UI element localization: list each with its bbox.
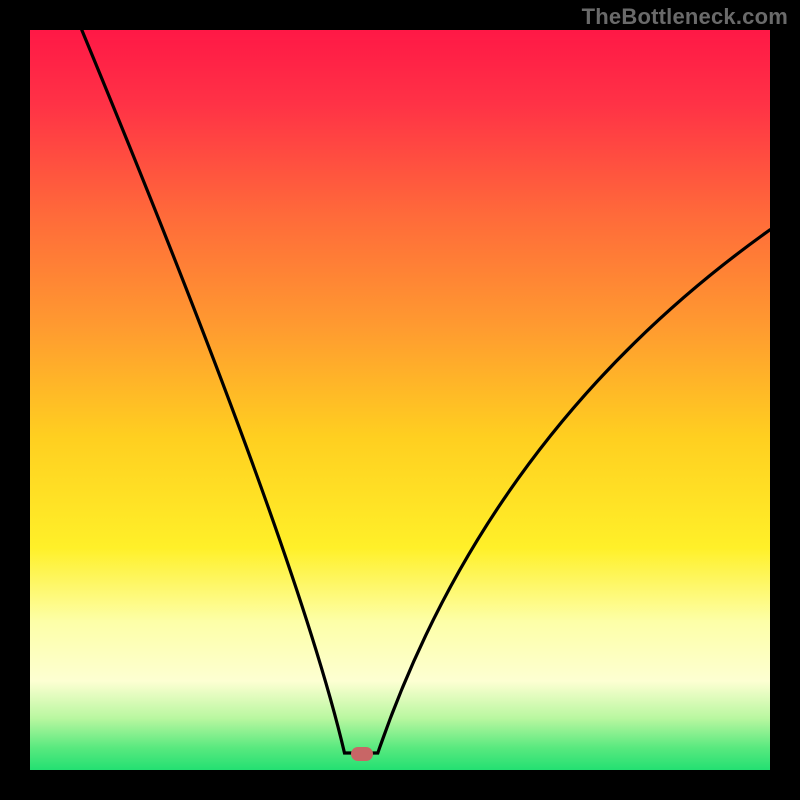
watermark-text: TheBottleneck.com (582, 4, 788, 30)
plot-area (30, 30, 770, 770)
optimum-marker (351, 747, 373, 761)
bottleneck-curve (30, 30, 770, 770)
chart-frame: TheBottleneck.com (0, 0, 800, 800)
